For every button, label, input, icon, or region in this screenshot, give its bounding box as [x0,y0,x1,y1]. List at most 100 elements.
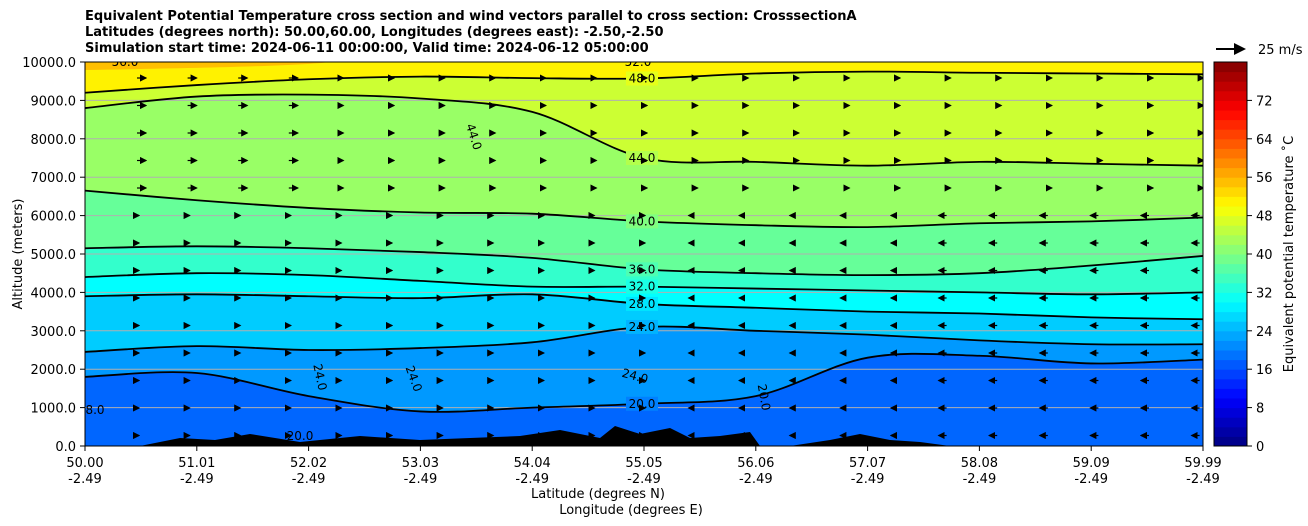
x-tick-label-lon: -2.49 [739,472,773,487]
colorbar-swatch [1214,138,1247,149]
colorbar-swatch [1214,62,1247,73]
y-tick-label: 4000.0 [31,286,77,301]
contour-label-bg [626,296,658,311]
colorbar-swatch [1214,225,1247,236]
x-tick-label-lon: -2.49 [851,472,885,487]
colorbar-swatch [1214,350,1247,361]
contour-label-bg [626,396,658,411]
x-tick-label-lat: 53.03 [402,456,439,471]
x-tick-label-lon: -2.49 [963,472,997,487]
title-line-2: Latitudes (degrees north): 50.00,60.00, … [85,25,664,40]
colorbar-swatch [1214,359,1247,370]
x-tick-label-lon: -2.49 [292,472,326,487]
colorbar-tick-label: 16 [1256,363,1273,378]
contour-label: 32.0 [629,280,656,294]
colorbar-swatch [1214,426,1247,437]
wind-vector-layer [133,74,1203,440]
y-tick-label: 1000.0 [31,402,77,417]
x-tick-label-lon: -2.49 [180,472,214,487]
colorbar-swatch [1214,177,1247,188]
colorbar-swatch [1214,398,1247,409]
colorbar-swatch [1214,436,1247,447]
contour-label: 56.0 [112,55,139,69]
x-tick-label-lat: 55.05 [625,456,662,471]
colorbar-swatch [1214,119,1247,130]
x-tick-label-lat: 56.06 [737,456,774,471]
colorbar-swatch [1214,158,1247,169]
colorbar-swatch [1214,110,1247,121]
colorbar-tick-label: 8 [1256,402,1264,417]
y-tick-label: 0.0 [55,440,76,455]
colorbar-tick-label: 24 [1256,325,1273,340]
colorbar-swatch [1214,340,1247,351]
colorbar-swatch [1214,321,1247,332]
colorbar-tick-label: 64 [1256,133,1273,148]
wind-key: 25 m/s [1216,43,1303,58]
contour-label: 24.0 [629,320,656,334]
contour-label: 40.0 [629,214,656,228]
terrain-layer [140,426,950,446]
x-axis-label-2: Longitude (degrees E) [559,503,703,518]
x-axis: 50.00-2.4951.01-2.4952.02-2.4953.03-2.49… [66,446,1222,487]
colorbar-swatch [1214,81,1247,92]
colorbar-swatch [1214,254,1247,265]
x-tick-label-lat: 59.99 [1184,456,1221,471]
colorbar-swatch [1214,282,1247,293]
colorbar-swatch [1214,378,1247,389]
colorbar-swatch [1214,71,1247,82]
contour-label: 8.0 [85,403,104,417]
colorbar-swatch [1214,369,1247,380]
colorbar-swatch [1214,388,1247,399]
colorbar-swatch [1214,330,1247,341]
y-tick-label: 7000.0 [31,171,77,186]
y-tick-label: 9000.0 [31,94,77,109]
chart-title: Equivalent Potential Temperature cross s… [85,9,857,57]
title-line-3: Simulation start time: 2024-06-11 00:00:… [85,41,649,56]
x-tick-label-lat: 52.02 [290,456,327,471]
x-tick-label-lat: 54.04 [514,456,551,471]
y-tick-label: 5000.0 [31,248,77,263]
x-tick-label-lon: -2.49 [68,472,102,487]
x-tick-label-lat: 51.01 [178,456,215,471]
y-tick-label: 2000.0 [31,363,77,378]
x-tick-label-lon: -2.49 [404,472,438,487]
colorbar-tick-label: 72 [1256,94,1273,109]
contour-label-bg [626,214,658,229]
y-tick-label: 3000.0 [31,325,77,340]
contour-layer: 48.044.040.036.032.028.024.020.044.052.0… [85,55,1203,443]
colorbar: 0 8 16 24 32 40 48 56 64 72 [1213,61,1273,455]
contour-label: 36.0 [629,262,656,276]
colorbar-swatch [1214,311,1247,322]
contour-label: 24.0 [310,363,329,392]
fill-band [85,62,330,70]
x-tick-label-lat: 59.09 [1073,456,1110,471]
colorbar-swatch [1214,234,1247,245]
fill-band [85,353,1203,446]
contour-label: 28.0 [629,297,656,311]
terrain-shape [140,426,950,446]
colorbar-swatch [1214,417,1247,428]
colorbar-swatch [1214,186,1247,197]
wind-key-label: 25 m/s [1258,43,1303,58]
colorbar-swatch [1214,244,1247,255]
colorbar-swatch [1214,196,1247,207]
colorbar-tick-label: 40 [1256,248,1273,263]
colorbar-swatch [1214,206,1247,217]
contour-label: 44.0 [629,151,656,165]
y-tick-label: 10000.0 [22,56,76,71]
colorbar-tick-label: 0 [1256,440,1264,455]
colorbar-swatch [1214,100,1247,111]
y-axis: 0.0 1000.0 2000.0 3000.0 4000.0 5000.0 6000.0 7… [22,56,85,455]
colorbar-swatch [1214,215,1247,226]
contour-label: 52.0 [625,55,652,69]
colorbar-label: Equivalent potential temperature ˚C [1281,136,1297,372]
colorbar-swatch [1214,292,1247,303]
colorbar-tick-label: 48 [1256,210,1273,225]
y-tick-label: 6000.0 [31,210,77,225]
colorbar-tick-label: 56 [1256,171,1273,186]
x-axis-label: Latitude (degrees N) [531,487,665,502]
title-line-1: Equivalent Potential Temperature cross s… [85,9,857,24]
x-tick-label-lon: -2.49 [1186,472,1220,487]
colorbar-swatch [1214,129,1247,140]
